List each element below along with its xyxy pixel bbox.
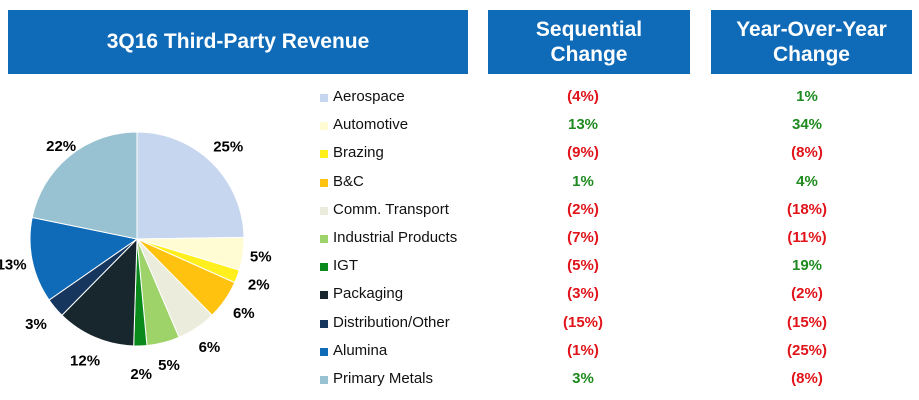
table-row: B&C 1% 4% <box>318 169 908 197</box>
sequential-change-value: (7%) <box>567 228 599 246</box>
sequential-header: Sequential Change <box>488 10 690 74</box>
pie-slice <box>61 237 138 347</box>
category-label: Brazing <box>333 144 384 162</box>
table-row: IGT (5%) 19% <box>318 253 908 281</box>
yoy-change-value: (8%) <box>791 144 823 162</box>
pie-slice-label: 2% <box>130 366 152 383</box>
sequential-change-value: (3%) <box>567 285 599 303</box>
revenue-pie-chart: 25% 5% 2% 6% 6% 5% 2% 12% 3% 13% 22% <box>0 131 272 383</box>
sequential-change-value: (2%) <box>567 200 599 218</box>
yoy-change-value: (2%) <box>791 285 823 303</box>
sequential-change-value: (15%) <box>562 313 603 331</box>
pie-slice-label: 13% <box>0 257 27 274</box>
sequential-change-value: (5%) <box>567 257 599 275</box>
legend-swatch <box>320 291 328 300</box>
yoy-change-value: (15%) <box>786 313 827 331</box>
pie-slice-label: 12% <box>70 352 100 369</box>
pie-slice-label: 5% <box>158 357 180 374</box>
legend-swatch <box>320 234 328 243</box>
sequential-change-value: 3% <box>572 369 594 387</box>
pie-slice-label: 2% <box>248 277 270 294</box>
pie-slice-label: 25% <box>213 138 243 155</box>
yoy-change-value: 19% <box>791 257 823 275</box>
sequential-change-value: 13% <box>567 116 599 134</box>
pie-slice <box>136 131 245 240</box>
yoy-change-value: 1% <box>796 88 818 105</box>
category-label: Alumina <box>333 341 388 359</box>
category-label: IGT <box>333 257 358 275</box>
legend-swatch <box>320 206 328 215</box>
category-label: Automotive <box>333 116 409 134</box>
category-label: Industrial Products <box>333 228 458 246</box>
legend-swatch <box>320 347 328 356</box>
sequential-change-value: (9%) <box>567 144 599 162</box>
sequential-change-value: 1% <box>572 172 594 190</box>
pie-slice-label: 6% <box>199 339 221 356</box>
pie-slice-label: 3% <box>25 316 47 333</box>
yoy-header: Year-Over-Year Change <box>711 10 912 74</box>
category-label: Distribution/Other <box>333 313 450 331</box>
table-row: Automotive 13% 34% <box>318 112 908 140</box>
sequential-change-value: (4%) <box>567 88 599 105</box>
pie-slice-label: 6% <box>233 305 255 322</box>
category-label: Aerospace <box>333 88 405 105</box>
category-label: B&C <box>333 172 364 190</box>
table-row: Distribution/Other (15%) (15%) <box>318 310 908 338</box>
legend-swatch <box>320 150 328 159</box>
table-row: Brazing (9%) (8%) <box>318 140 908 168</box>
legend-swatch <box>320 319 328 328</box>
change-table: Aerospace (4%) 1% Automotive 13% 34% Brazing (9… <box>318 84 908 394</box>
table-row: Aerospace (4%) 1% <box>318 84 908 112</box>
legend-swatch <box>320 375 328 384</box>
legend-swatch <box>320 122 328 131</box>
yoy-change-value: 4% <box>796 172 818 190</box>
yoy-change-value: (18%) <box>786 200 827 218</box>
yoy-change-value: 34% <box>791 116 823 134</box>
legend-swatch <box>320 178 328 187</box>
sequential-header-label: Sequential Change <box>535 18 643 66</box>
yoy-change-value: (8%) <box>791 369 823 387</box>
yoy-change-value: (25%) <box>786 341 827 359</box>
pie-slice <box>29 216 139 301</box>
yoy-header-label: Year-Over-Year Change <box>736 18 887 66</box>
table-row: Alumina (1%) (25%) <box>318 338 908 366</box>
category-label: Comm. Transport <box>333 200 449 218</box>
sequential-change-value: (1%) <box>567 341 599 359</box>
pie-slice <box>31 131 138 240</box>
pie-slice-label: 5% <box>250 248 272 265</box>
category-label: Packaging <box>333 285 404 303</box>
pie-slice-label: 22% <box>46 138 76 155</box>
revenue-header: 3Q16 Third-Party Revenue <box>8 10 468 74</box>
category-label: Primary Metals <box>333 369 434 387</box>
revenue-header-label: 3Q16 Third-Party Revenue <box>106 30 370 53</box>
legend-swatch <box>320 263 328 272</box>
legend-swatch <box>320 94 328 102</box>
table-row: Packaging (3%) (2%) <box>318 281 908 309</box>
table-row: Primary Metals 3% (8%) <box>318 366 908 394</box>
table-row: Comm. Transport (2%) (18%) <box>318 197 908 225</box>
yoy-change-value: (11%) <box>787 228 827 246</box>
table-row: Industrial Products (7%) (11%) <box>318 225 908 253</box>
